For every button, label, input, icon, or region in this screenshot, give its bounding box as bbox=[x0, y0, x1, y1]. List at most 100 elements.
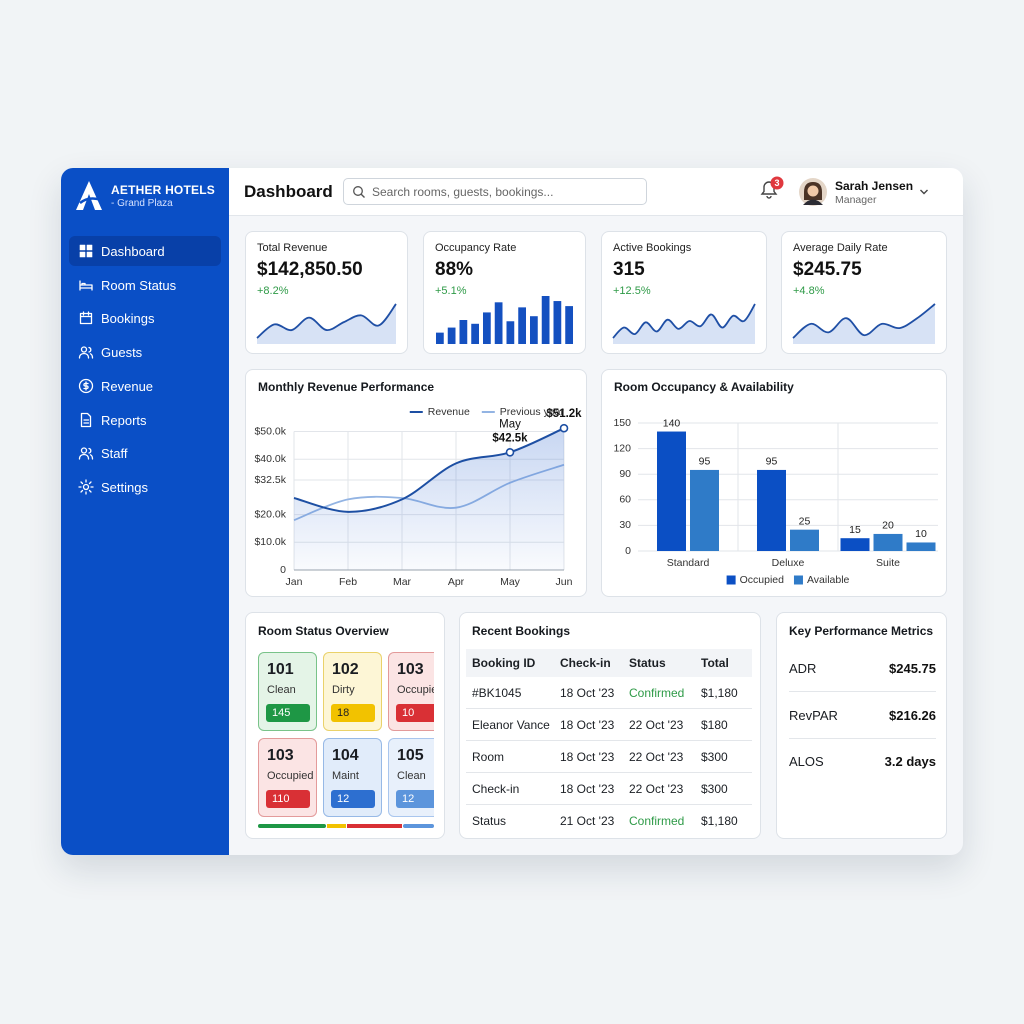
nav-label: Room Status bbox=[101, 277, 177, 293]
nav-icon bbox=[79, 311, 93, 325]
status-bar-segment bbox=[347, 824, 402, 828]
room-count: 10 bbox=[396, 704, 434, 722]
room-status: Maint bbox=[332, 770, 359, 782]
search-icon-handle bbox=[360, 193, 365, 198]
cell: $300 bbox=[695, 740, 752, 773]
search-box[interactable]: Search rooms, guests, bookings... bbox=[343, 178, 647, 205]
nav-item[interactable]: Bookings bbox=[69, 303, 221, 333]
card-title: Recent Bookings bbox=[472, 624, 571, 638]
nav-label: Bookings bbox=[101, 311, 155, 327]
y-tick-label: $50.0k bbox=[254, 425, 286, 437]
nav-item[interactable]: Reports bbox=[69, 405, 221, 435]
room-count: 110 bbox=[266, 790, 310, 808]
room-number: 101 bbox=[267, 661, 294, 678]
x-tick-label: Standard bbox=[667, 557, 710, 569]
room-count: 12 bbox=[331, 790, 375, 808]
cell: 18 Oct '23 bbox=[554, 740, 623, 773]
card-title: Room Status Overview bbox=[258, 624, 389, 638]
page-title: Dashboard bbox=[244, 182, 333, 201]
room-tile[interactable]: 103 Occupied 10 bbox=[388, 652, 434, 731]
avatar[interactable] bbox=[799, 178, 827, 206]
revenue-area bbox=[294, 428, 564, 570]
nav-item[interactable]: Settings bbox=[69, 472, 221, 502]
metric-value: $216.26 bbox=[889, 707, 936, 723]
nav-label: Reports bbox=[101, 412, 147, 428]
kpi-change: +4.8% bbox=[793, 285, 825, 297]
booking-row[interactable]: Status 21 Oct '23 Confirmed $1,180 bbox=[466, 805, 752, 837]
icon-shape bbox=[78, 447, 94, 460]
spark-bar bbox=[459, 320, 468, 344]
status-bar-segment bbox=[258, 824, 326, 828]
kpi-label: Average Daily Rate bbox=[793, 242, 888, 254]
metric-label: ADR bbox=[789, 661, 817, 676]
icon-shape bbox=[78, 479, 94, 495]
kpi-label: Active Bookings bbox=[613, 242, 692, 254]
user-menu-toggle[interactable] bbox=[919, 188, 929, 196]
room-status: Occupied bbox=[397, 684, 434, 696]
notifications[interactable]: 3 bbox=[756, 175, 786, 203]
x-tick-label: Mar bbox=[393, 576, 412, 588]
sparkline bbox=[435, 296, 574, 344]
spark-bar bbox=[471, 323, 480, 344]
bookings-table: Booking ID Check-in Status Total #BK1045… bbox=[466, 649, 752, 836]
cell: $1,180 bbox=[701, 813, 738, 828]
nav-item[interactable]: Staff bbox=[69, 438, 221, 468]
room-tile[interactable]: 102 Dirty 18 bbox=[323, 652, 382, 731]
room-tile[interactable]: 103 Occupied 110 bbox=[258, 738, 317, 817]
x-tick-label: Feb bbox=[339, 576, 357, 588]
search-icon-lens bbox=[353, 186, 363, 196]
notification-count: 3 bbox=[774, 178, 779, 188]
bar-value-label: 20 bbox=[882, 520, 894, 532]
nav-label: Settings bbox=[101, 479, 148, 495]
status-cell: Confirmed bbox=[629, 813, 685, 828]
kpi-value: $245.75 bbox=[793, 259, 862, 280]
column-header: Total bbox=[695, 649, 752, 677]
x-tick-label: Jun bbox=[556, 576, 573, 588]
kpi-change: +8.2% bbox=[257, 285, 289, 297]
room-tile[interactable]: 104 Maint 12 bbox=[323, 738, 382, 817]
cell: $300 bbox=[695, 772, 752, 805]
room-status-card: Room Status Overview 101 Clean 145 102 Dirty… bbox=[245, 612, 445, 839]
occupancy-chart: Room Occupancy & Availability 0 30 60 90 120 1… bbox=[613, 380, 938, 586]
nav-item[interactable]: Dashboard bbox=[69, 236, 221, 266]
room-tile[interactable]: 105 Clean 12 bbox=[388, 738, 434, 817]
x-tick-label: Deluxe bbox=[772, 557, 805, 569]
booking-row[interactable]: Room 18 Oct '23 22 Oct '23 $300 bbox=[466, 740, 752, 773]
room-tile[interactable]: 101 Clean 145 bbox=[258, 652, 317, 731]
y-tick-label: 0 bbox=[625, 545, 631, 557]
sidebar bbox=[61, 168, 229, 855]
recent-bookings-card: Recent Bookings Booking ID Check-in Stat… bbox=[459, 612, 761, 839]
value-label: $51.2k bbox=[546, 408, 582, 420]
cell: 21 Oct '23 bbox=[560, 813, 615, 828]
nav-item[interactable]: Room Status bbox=[69, 270, 221, 300]
user-name: Sarah Jensen bbox=[835, 179, 914, 193]
cell: Check-in bbox=[466, 772, 554, 805]
spark-bar bbox=[447, 327, 456, 344]
nav-icon bbox=[78, 346, 94, 359]
bar bbox=[790, 529, 819, 551]
point-category: May bbox=[499, 418, 521, 430]
cell: 22 Oct '23 bbox=[623, 740, 695, 773]
bar bbox=[757, 469, 786, 551]
booking-row[interactable]: #BK1045 18 Oct '23 Confirmed $1,180 bbox=[466, 677, 752, 709]
x-tick-label: Jan bbox=[286, 576, 303, 588]
nav-icon bbox=[78, 447, 94, 460]
nav-item[interactable]: Guests bbox=[69, 337, 221, 367]
booking-row[interactable]: Eleanor Vance 18 Oct '23 22 Oct '23 $180 bbox=[466, 708, 752, 741]
nav-item[interactable]: Revenue bbox=[69, 371, 221, 401]
room-count: 12 bbox=[396, 790, 434, 808]
kpi-value: 88% bbox=[435, 259, 474, 280]
nav-label: Guests bbox=[101, 345, 143, 361]
room-tiles: 101 Clean 145 102 Dirty 18 103 Occupied 10 103 Occ… bbox=[258, 652, 434, 818]
kpi-value: 315 bbox=[613, 259, 645, 280]
revenue-chart: Monthly Revenue Performance 0 $10.0k $20.0k… bbox=[254, 380, 582, 588]
room-number: 104 bbox=[332, 747, 359, 764]
cell: $1,180 bbox=[695, 677, 752, 709]
kpi-label: Occupancy Rate bbox=[435, 242, 517, 254]
icon-shape bbox=[79, 311, 93, 325]
booking-row[interactable]: Check-in 18 Oct '23 22 Oct '23 $300 bbox=[466, 772, 752, 805]
y-tick-label: 30 bbox=[619, 519, 631, 531]
table-body: #BK1045 18 Oct '23 Confirmed $1,180 Elea… bbox=[466, 677, 752, 836]
